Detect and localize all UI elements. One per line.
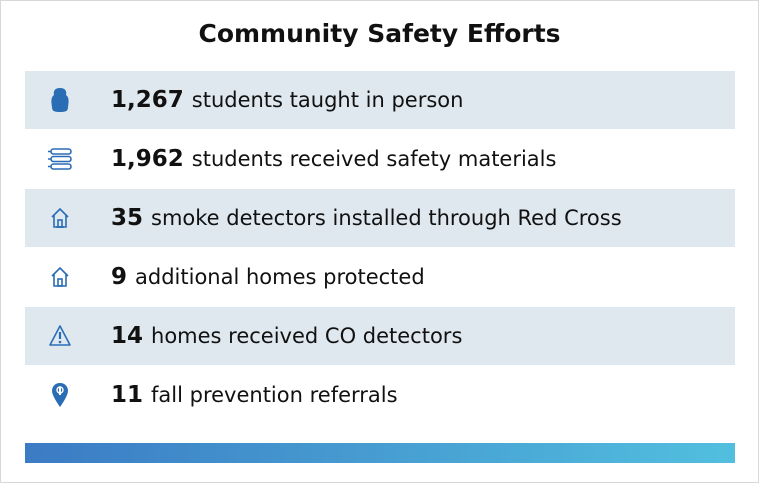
pin-icon [52, 383, 68, 407]
stat-row: 1,962 students received safety materials [25, 130, 735, 188]
stat-number: 14 [111, 323, 144, 349]
stat-number: 35 [111, 205, 144, 231]
person-icon [51, 88, 69, 112]
stat-number: 1,962 [111, 146, 184, 172]
gradient-bar [25, 443, 735, 463]
stat-text: 1,962 students received safety materials [111, 146, 556, 172]
stat-label: students taught in person [191, 88, 464, 112]
stat-label: homes received CO detectors [151, 324, 463, 348]
house-icon [51, 266, 69, 287]
house-icon [51, 207, 69, 228]
stat-label: fall prevention referrals [151, 383, 398, 407]
stat-row: 9 additional homes protected [25, 248, 735, 306]
stat-number: 9 [111, 264, 128, 290]
stat-row: 11 fall prevention referrals [25, 366, 735, 424]
materials-icon [48, 148, 72, 170]
stat-text: 14 homes received CO detectors [111, 323, 462, 349]
stat-text: 11 fall prevention referrals [111, 382, 398, 408]
stat-text: 35 smoke detectors installed through Red … [111, 205, 622, 231]
stat-label: additional homes protected [135, 265, 425, 289]
title: Community Safety Efforts [198, 19, 561, 48]
stat-number: 11 [111, 382, 144, 408]
stat-row: 14 homes received CO detectors [25, 307, 735, 365]
stat-text: 9 additional homes protected [111, 264, 425, 290]
stat-number: 1,267 [111, 87, 184, 113]
stat-label: students received safety materials [191, 147, 557, 171]
stat-row: 1,267 students taught in person [25, 71, 735, 129]
stat-text: 1,267 students taught in person [111, 87, 463, 113]
stat-label: smoke detectors installed through Red Cr… [151, 206, 622, 230]
warning-icon [49, 325, 71, 346]
stat-row: 35 smoke detectors installed through Red … [25, 189, 735, 247]
